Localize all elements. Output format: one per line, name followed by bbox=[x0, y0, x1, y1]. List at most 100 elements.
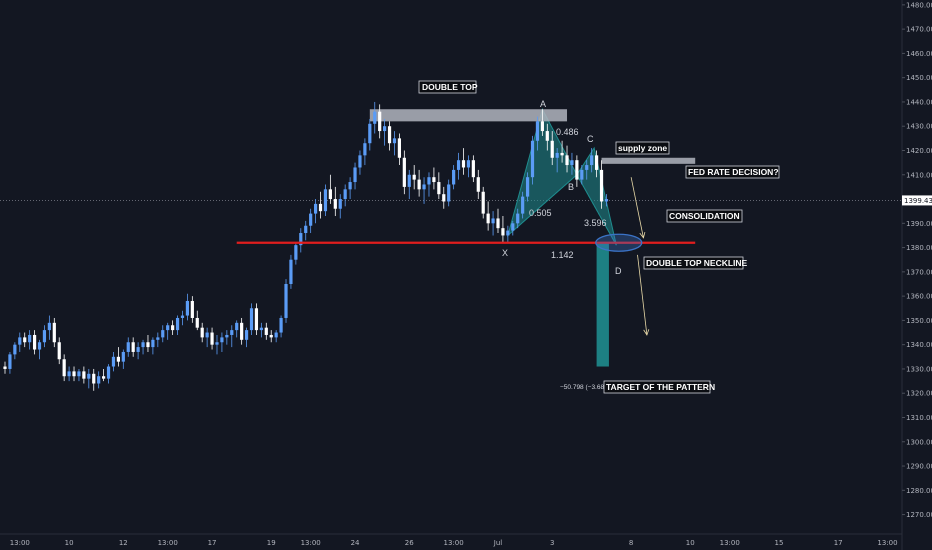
price-tick-label: 1450.000 bbox=[906, 74, 932, 82]
supply-zone-box bbox=[601, 157, 696, 164]
fed-rate-note[interactable]: FED RATE DECISION? bbox=[685, 165, 780, 179]
candle-body bbox=[392, 138, 397, 144]
candle-body bbox=[200, 327, 204, 338]
price-tick-label: 1300.000 bbox=[906, 438, 932, 446]
price-tick-label: 1280.000 bbox=[906, 487, 932, 495]
candle-body bbox=[97, 376, 101, 384]
candle-body bbox=[363, 143, 367, 156]
candle-body bbox=[37, 342, 42, 350]
candle-body bbox=[402, 157, 406, 187]
candle-body bbox=[259, 327, 263, 331]
time-tick-label: 19 bbox=[267, 539, 276, 547]
candle-body bbox=[550, 140, 554, 158]
candle-body bbox=[171, 325, 175, 331]
candle-body bbox=[230, 330, 234, 335]
candle-body bbox=[254, 308, 259, 331]
price-tick-label: 1470.000 bbox=[906, 26, 932, 34]
candle-body bbox=[422, 184, 426, 190]
forecast-arrow-lower-head bbox=[643, 329, 650, 336]
candle-body bbox=[358, 155, 362, 168]
candle-body bbox=[560, 152, 564, 156]
candle-body bbox=[235, 322, 239, 331]
price-tick-label: 1270.000 bbox=[906, 511, 932, 519]
candle-body bbox=[530, 140, 535, 178]
candle-body bbox=[476, 177, 480, 192]
candle-body bbox=[57, 342, 61, 360]
forecast-arrow-upper-head bbox=[639, 231, 646, 239]
candle-body bbox=[407, 174, 411, 187]
price-tick-label: 1420.000 bbox=[906, 147, 932, 155]
candle-body bbox=[427, 177, 431, 185]
neckline-label: DOUBLE TOP NECKLINE bbox=[646, 258, 748, 268]
price-tick-label: 1380.000 bbox=[906, 244, 932, 252]
neckline-note[interactable]: DOUBLE TOP NECKLINE bbox=[643, 256, 748, 270]
double-top-label: DOUBLE TOP bbox=[422, 82, 478, 92]
candle-body bbox=[328, 189, 332, 200]
candle-body bbox=[32, 334, 37, 350]
candle-body bbox=[52, 322, 56, 343]
time-tick-label: 17 bbox=[834, 539, 843, 547]
candle-body bbox=[299, 233, 303, 246]
candle-body bbox=[521, 196, 525, 214]
candle-body bbox=[565, 155, 569, 166]
consolidation-label: CONSOLIDATION bbox=[669, 211, 740, 221]
price-tick-label: 1410.000 bbox=[906, 171, 932, 179]
price-tick-label: 1330.000 bbox=[906, 365, 932, 373]
time-tick-label: 13:00 bbox=[158, 539, 178, 547]
candle-body bbox=[190, 300, 194, 318]
supply-zone-note[interactable]: supply zone bbox=[615, 141, 670, 155]
price-tick-label: 1290.000 bbox=[906, 463, 932, 471]
candle-body bbox=[111, 356, 116, 367]
candle-body bbox=[195, 317, 199, 328]
candle-body bbox=[146, 342, 150, 348]
candle-body bbox=[456, 160, 461, 170]
candle-body bbox=[77, 371, 81, 377]
price-tick-label: 1340.000 bbox=[906, 341, 932, 349]
candle-body bbox=[397, 138, 401, 158]
candle-body bbox=[121, 351, 125, 362]
double-top-note[interactable]: DOUBLE TOP bbox=[418, 80, 478, 94]
candle-body bbox=[62, 359, 66, 377]
candle-body bbox=[175, 317, 180, 331]
candle-body bbox=[220, 337, 224, 343]
candle-body bbox=[471, 160, 475, 178]
supply-zone-label: supply zone bbox=[618, 143, 667, 153]
ratio-xd-label: 1.142 bbox=[551, 250, 574, 260]
candle-body bbox=[8, 354, 12, 369]
candle-body bbox=[491, 218, 495, 224]
price-tick-label: 1350.000 bbox=[906, 317, 932, 325]
candlestick-series bbox=[3, 101, 609, 391]
candle-body bbox=[18, 337, 22, 345]
neckline-ellipse bbox=[595, 233, 643, 252]
price-tick-label: 1390.000 bbox=[906, 220, 932, 228]
price-tick-label: 1320.000 bbox=[906, 390, 932, 398]
price-tick-label: 1430.000 bbox=[906, 123, 932, 131]
candle-body bbox=[595, 155, 599, 170]
target-note[interactable]: TARGET OF THE PATTERN bbox=[603, 380, 715, 394]
time-tick-label: 13:00 bbox=[720, 539, 740, 547]
forecast-arrow-upper bbox=[630, 177, 644, 238]
candle-body bbox=[249, 308, 254, 331]
candle-body bbox=[215, 342, 219, 345]
candle-body bbox=[338, 199, 342, 209]
candle-body bbox=[461, 160, 466, 168]
candle-body bbox=[141, 342, 145, 348]
candle-body bbox=[126, 342, 130, 352]
candle-body bbox=[67, 371, 71, 377]
price-tick-label: 1480.000 bbox=[906, 1, 932, 9]
candle-body bbox=[294, 245, 298, 260]
time-axis[interactable]: 13:00 10 12 13:00 17 19 13:00 24 26 13:00 Jul 3 8 10 1… bbox=[0, 533, 902, 547]
point-d-label: D bbox=[615, 266, 622, 276]
candle-body bbox=[180, 315, 185, 318]
candle-body bbox=[604, 199, 609, 202]
ratio-bd-label: 3.596 bbox=[584, 218, 607, 228]
candle-body bbox=[284, 283, 288, 318]
pattern-bd-line bbox=[576, 174, 617, 246]
candle-body bbox=[136, 347, 140, 352]
consolidation-note[interactable]: CONSOLIDATION bbox=[666, 209, 743, 223]
time-tick-label: Jul bbox=[493, 539, 503, 547]
candle-body bbox=[102, 376, 106, 379]
time-tick-label: 26 bbox=[405, 539, 414, 547]
